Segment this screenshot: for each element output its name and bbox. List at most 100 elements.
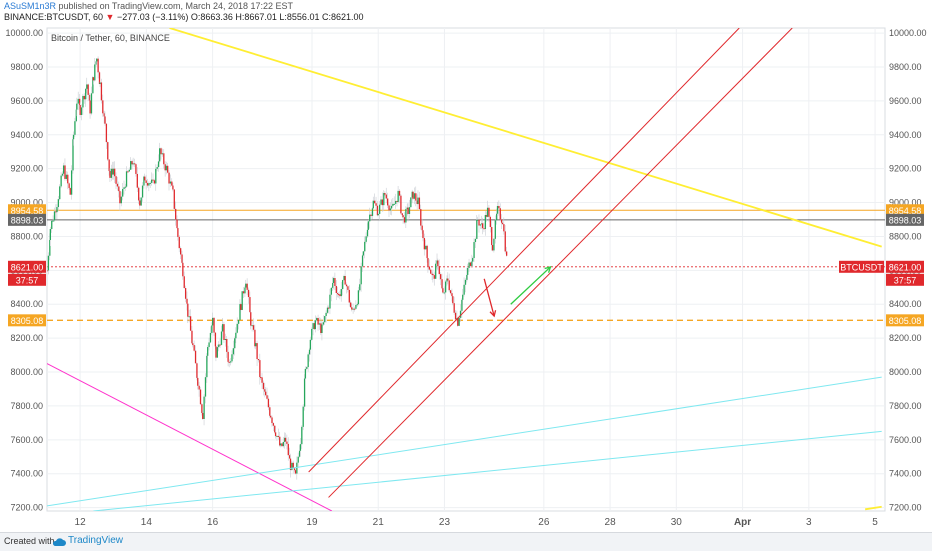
- candle-body: [410, 197, 412, 208]
- candle-body: [264, 389, 266, 392]
- tradingview-brand[interactable]: TradingView: [68, 535, 124, 546]
- candle-body: [379, 204, 381, 214]
- candle-body: [271, 417, 273, 424]
- candle-body: [254, 329, 256, 347]
- candle-body: [302, 406, 304, 427]
- candle-body: [141, 185, 144, 198]
- candle-body: [297, 456, 299, 463]
- countdown-label-right-bg: [886, 273, 924, 286]
- candle-body: [503, 224, 505, 232]
- candle-body: [239, 304, 241, 320]
- candle-body: [473, 242, 475, 259]
- candle-body: [491, 226, 493, 246]
- candle-body: [47, 255, 50, 271]
- plot-layer: [47, 28, 885, 511]
- chart-title: Bitcoin / Tether, 60, BINANCE: [51, 33, 170, 43]
- candle-body: [184, 288, 187, 299]
- y-tick-label-right: 8200.00: [889, 333, 922, 343]
- candle-body: [221, 324, 224, 332]
- candle-body: [72, 139, 74, 171]
- candle-body: [308, 349, 311, 355]
- candle-body: [179, 248, 182, 255]
- candle-body: [359, 284, 361, 291]
- y-tick-label-left: 7600.00: [10, 435, 43, 445]
- candle-body: [61, 173, 64, 176]
- candle-body: [371, 208, 374, 216]
- candle-body: [78, 98, 81, 106]
- candle-body: [398, 190, 401, 196]
- candle-body: [191, 330, 193, 344]
- candle-body: [329, 294, 331, 309]
- candle-body: [361, 255, 364, 267]
- countdown-label-left-bg: [8, 273, 46, 286]
- candle-body: [375, 203, 377, 206]
- candle-body: [201, 404, 203, 413]
- candle-body: [422, 230, 424, 239]
- candlestick-chart[interactable]: 10000.00 10000.00 9800.00 9800.00 9600.00 960…: [0, 24, 932, 532]
- candle-body: [231, 354, 233, 362]
- candle-body: [380, 199, 382, 205]
- candle-body: [193, 345, 195, 351]
- x-tick-label: 3: [806, 517, 812, 528]
- candle-body: [257, 359, 260, 361]
- candle-body: [298, 450, 301, 457]
- candle-body: [369, 214, 371, 222]
- candle-body: [332, 278, 335, 283]
- y-tick-label-right: 9800.00: [889, 62, 922, 72]
- candle-body: [92, 77, 95, 81]
- candle-body: [451, 293, 453, 297]
- candle-body: [105, 123, 108, 143]
- candle-body: [467, 267, 469, 275]
- candle-body: [165, 165, 167, 171]
- candle-body: [484, 215, 487, 230]
- candle-body: [383, 193, 385, 206]
- candle-body: [313, 323, 316, 330]
- candle-body: [299, 444, 302, 451]
- candle-body: [242, 291, 245, 294]
- candle-body: [274, 432, 277, 437]
- candle-body: [59, 186, 61, 200]
- candle-body: [321, 324, 323, 334]
- candle-body: [226, 338, 228, 352]
- y-tick-label-left: 8800.00: [10, 231, 43, 241]
- candles: [47, 56, 508, 480]
- candle-body: [96, 58, 98, 62]
- candle-body: [401, 213, 403, 216]
- candle-body: [397, 190, 399, 202]
- price-change: −277.03 (−3.11%): [114, 12, 189, 22]
- candle-body: [188, 316, 190, 318]
- countdown-label-right: 37:57: [894, 275, 917, 285]
- candle-body: [88, 94, 91, 101]
- candle-body: [229, 361, 232, 363]
- candle-body: [65, 174, 68, 179]
- candle-body: [90, 93, 93, 114]
- candle-body: [250, 312, 252, 326]
- candle-body: [124, 186, 127, 188]
- candle-body: [496, 205, 499, 214]
- price-label-left: 8898.03: [11, 215, 44, 225]
- candle-body: [56, 207, 58, 213]
- y-tick-label-right: 9400.00: [889, 130, 922, 140]
- candle-body: [153, 180, 156, 184]
- chart-area[interactable]: 10000.00 10000.00 9800.00 9800.00 9600.00 960…: [0, 24, 932, 532]
- candle-body: [408, 207, 411, 214]
- candle-body: [146, 182, 149, 186]
- candle-body: [376, 205, 379, 216]
- candle-body: [112, 168, 114, 175]
- candle-body: [452, 296, 454, 304]
- candle-body: [143, 176, 145, 186]
- candle-body: [266, 395, 268, 399]
- candle-body: [52, 220, 54, 222]
- candle-body: [70, 170, 73, 195]
- candle-body: [157, 161, 160, 168]
- author-link[interactable]: ASuSM1n3R: [4, 1, 57, 11]
- symbol-label: BTCUSDT: [840, 262, 883, 272]
- candle-body: [435, 263, 437, 279]
- candle-body: [127, 171, 129, 173]
- candle-body: [293, 468, 296, 471]
- candle-body: [496, 213, 498, 221]
- price-label-right-bg: [886, 314, 924, 327]
- candle-body: [345, 284, 348, 287]
- candle-body: [186, 298, 188, 304]
- candle-body: [181, 254, 183, 263]
